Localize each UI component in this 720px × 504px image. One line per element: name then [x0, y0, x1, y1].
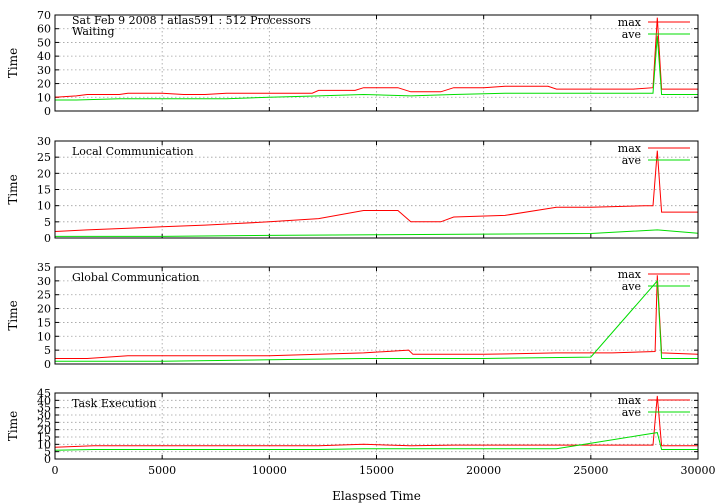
x-tick-label: 30000 — [681, 464, 716, 477]
panel-title: Task Execution — [72, 397, 156, 410]
y-tick-label: 20 — [37, 167, 51, 180]
y-tick-label: 20 — [37, 424, 51, 437]
y-tick-label: 15 — [37, 431, 51, 444]
plot-frame — [54, 140, 699, 239]
plot-frame — [54, 392, 699, 460]
y-tick-label: 0 — [44, 358, 51, 371]
x-tick-label: 20000 — [466, 464, 501, 477]
y-tick-label: 0 — [44, 232, 51, 245]
x-tick-label: 0 — [52, 464, 59, 477]
y-tick-label: 60 — [37, 23, 51, 36]
y-tick-label: 30 — [37, 409, 51, 422]
y-tick-label: 25 — [37, 289, 51, 302]
y-tick-label: 35 — [37, 402, 51, 415]
y-tick-label: 10 — [37, 200, 51, 213]
series-line-ave — [54, 432, 698, 451]
y-tick-label: 5 — [44, 344, 51, 357]
legend-label-max: max — [618, 16, 642, 29]
x-tick-label: 15000 — [359, 464, 394, 477]
y-tick-label: 5 — [44, 216, 51, 229]
legend-label-max: max — [618, 268, 642, 281]
y-tick-label: 25 — [37, 416, 51, 429]
y-tick-label: 5 — [44, 446, 51, 459]
legend-label-ave: ave — [622, 28, 641, 41]
y-axis-label: Time — [6, 300, 20, 330]
y-tick-label: 0 — [44, 453, 51, 466]
legend-label-ave: ave — [622, 154, 641, 167]
x-tick-label: 25000 — [573, 464, 608, 477]
y-axis-label: Time — [6, 174, 20, 204]
y-tick-label: 30 — [37, 135, 51, 148]
y-axis-label: Time — [6, 411, 20, 441]
y-tick-label: 30 — [37, 275, 51, 288]
panel-title: Waiting — [72, 25, 115, 38]
x-axis-label: Elaspsed Time — [332, 489, 421, 503]
y-tick-label: 35 — [37, 261, 51, 274]
y-tick-label: 45 — [37, 387, 51, 400]
series-line-max — [54, 150, 698, 232]
y-tick-label: 25 — [37, 151, 51, 164]
y-tick-label: 50 — [37, 36, 51, 49]
legend-label-max: max — [618, 394, 642, 407]
series-line-max — [55, 275, 699, 359]
y-axis-label: Time — [6, 48, 20, 78]
panel-title: Global Communication — [72, 271, 200, 284]
y-tick-label: 30 — [37, 64, 51, 77]
y-tick-label: 10 — [37, 91, 51, 104]
series-line-ave — [55, 279, 698, 362]
y-tick-label: 40 — [37, 50, 51, 63]
panel-title: Local Communication — [72, 145, 194, 158]
y-tick-label: 10 — [37, 330, 51, 343]
plot-frame — [54, 266, 699, 365]
x-tick-label: 10000 — [252, 464, 287, 477]
y-tick-label: 10 — [37, 438, 51, 451]
chart-title: Sat Feb 9 2008 : atlas591 : 512 Processo… — [72, 14, 311, 27]
plot-frame — [54, 14, 699, 112]
y-tick-label: 20 — [37, 303, 51, 316]
legend-label-ave: ave — [622, 280, 641, 293]
y-tick-label: 0 — [44, 105, 51, 118]
series-line-ave — [55, 229, 699, 237]
y-tick-label: 15 — [37, 316, 51, 329]
y-tick-label: 40 — [37, 394, 51, 407]
legend-label-ave: ave — [622, 406, 641, 419]
x-tick-label: 5000 — [148, 464, 176, 477]
y-tick-label: 70 — [37, 9, 51, 22]
legend-label-max: max — [618, 142, 642, 155]
series-line-max — [54, 17, 698, 98]
series-line-max — [54, 395, 698, 448]
series-line-ave — [55, 35, 698, 101]
y-tick-label: 20 — [37, 78, 51, 91]
y-tick-label: 15 — [37, 184, 51, 197]
panel-2: 0 5 10 15 20 25 30 Time Local Communication maxav… — [6, 135, 699, 245]
